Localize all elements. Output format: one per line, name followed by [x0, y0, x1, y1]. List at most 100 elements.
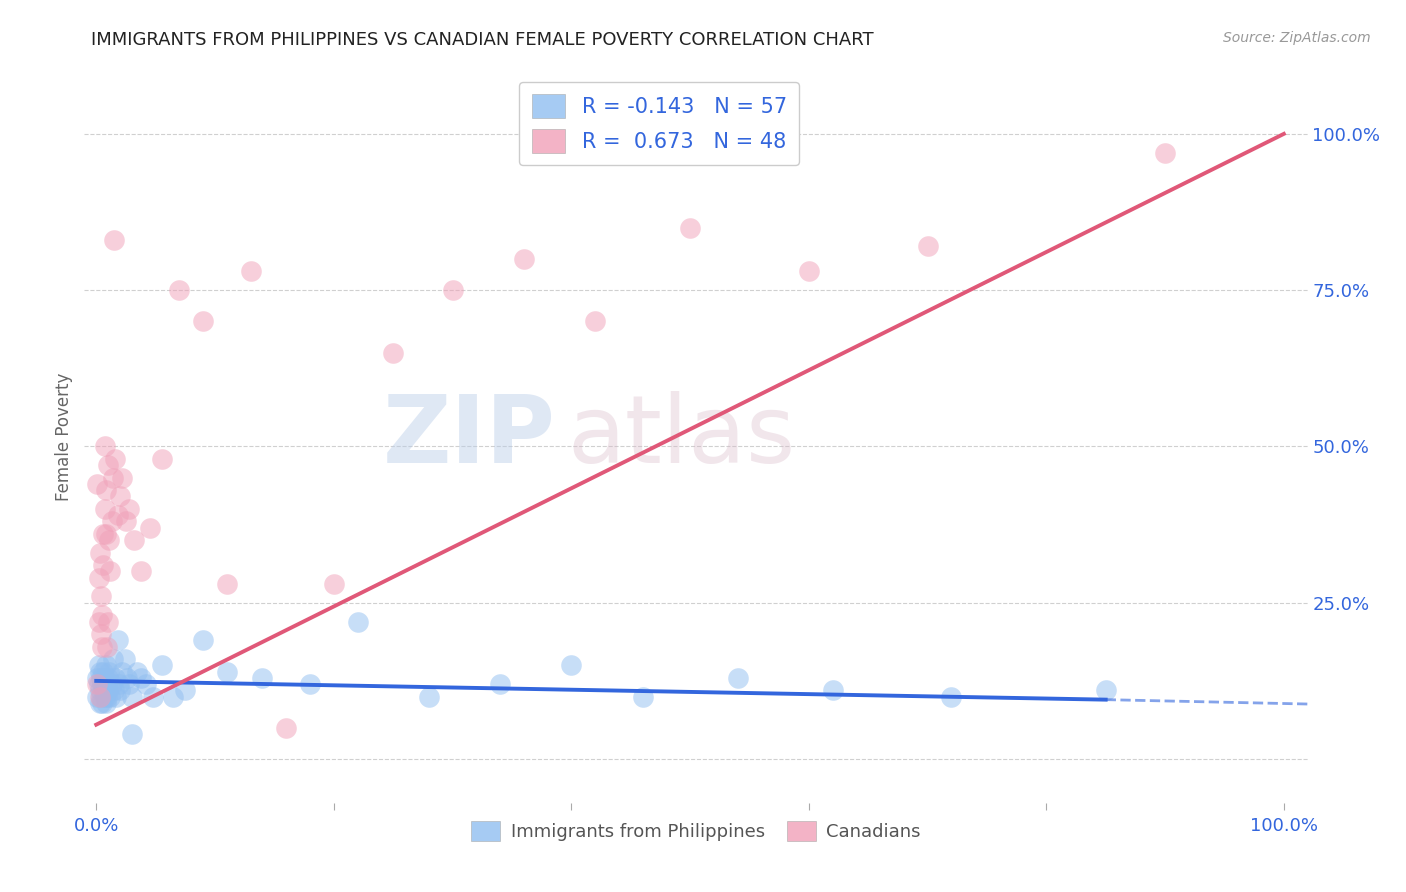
Point	[97, 458, 120, 473]
Point	[104, 452, 127, 467]
Point	[797, 264, 820, 278]
Text: ZIP: ZIP	[382, 391, 555, 483]
Point	[489, 677, 512, 691]
Point	[93, 558, 115, 573]
Point	[90, 590, 112, 604]
Point	[418, 690, 440, 704]
Point	[104, 671, 127, 685]
Point	[100, 515, 122, 529]
Point	[821, 683, 844, 698]
Point	[100, 565, 122, 579]
Legend: Immigrants from Philippines, Canadians: Immigrants from Philippines, Canadians	[464, 814, 928, 848]
Point	[96, 640, 118, 654]
Point	[94, 696, 117, 710]
Point	[90, 627, 112, 641]
Point	[1094, 683, 1116, 698]
Point	[111, 471, 134, 485]
Point	[93, 671, 115, 685]
Point	[150, 452, 173, 467]
Point	[107, 508, 129, 523]
Point	[91, 696, 114, 710]
Point	[174, 683, 197, 698]
Point	[560, 658, 582, 673]
Point	[89, 696, 111, 710]
Point	[115, 515, 138, 529]
Point	[125, 665, 148, 679]
Point	[100, 690, 122, 704]
Point	[631, 690, 654, 704]
Point	[150, 658, 173, 673]
Point	[103, 233, 125, 247]
Point	[93, 527, 115, 541]
Point	[121, 727, 143, 741]
Point	[97, 671, 120, 685]
Point	[100, 677, 122, 691]
Point	[98, 665, 121, 679]
Point	[131, 565, 153, 579]
Point	[191, 633, 214, 648]
Point	[215, 577, 238, 591]
Point	[94, 658, 117, 673]
Point	[382, 345, 405, 359]
Point	[93, 690, 115, 704]
Point	[108, 490, 131, 504]
Point	[162, 690, 184, 704]
Point	[114, 652, 136, 666]
Point	[122, 533, 145, 548]
Point	[94, 527, 117, 541]
Point	[87, 615, 110, 629]
Point	[91, 640, 114, 654]
Point	[87, 677, 110, 691]
Point	[215, 665, 238, 679]
Point	[1154, 145, 1177, 160]
Point	[86, 690, 108, 704]
Point	[94, 483, 117, 498]
Point	[138, 521, 160, 535]
Point	[322, 577, 344, 591]
Point	[131, 671, 153, 685]
Point	[93, 683, 115, 698]
Point	[111, 665, 134, 679]
Point	[108, 683, 131, 698]
Point	[191, 314, 214, 328]
Point	[101, 471, 124, 485]
Point	[513, 252, 536, 266]
Point	[89, 690, 111, 704]
Point	[90, 690, 112, 704]
Point	[239, 264, 262, 278]
Point	[89, 546, 111, 560]
Point	[86, 671, 108, 685]
Point	[298, 677, 321, 691]
Point	[441, 283, 464, 297]
Point	[142, 690, 165, 704]
Point	[93, 440, 115, 454]
Point	[105, 690, 128, 704]
Point	[121, 690, 143, 704]
Point	[135, 677, 157, 691]
Point	[87, 658, 110, 673]
Text: atlas: atlas	[568, 391, 796, 483]
Point	[86, 677, 108, 691]
Point	[252, 671, 274, 685]
Point	[583, 314, 606, 328]
Point	[118, 502, 141, 516]
Point	[276, 721, 298, 735]
Point	[97, 683, 120, 698]
Point	[941, 690, 963, 704]
Point	[96, 690, 118, 704]
Point	[169, 283, 191, 297]
Y-axis label: Female Poverty: Female Poverty	[55, 373, 73, 501]
Point	[346, 615, 368, 629]
Text: IMMIGRANTS FROM PHILIPPINES VS CANADIAN FEMALE POVERTY CORRELATION CHART: IMMIGRANTS FROM PHILIPPINES VS CANADIAN …	[91, 31, 875, 49]
Point	[727, 671, 749, 685]
Point	[93, 502, 115, 516]
Point	[89, 683, 111, 698]
Point	[91, 677, 114, 691]
Point	[917, 239, 939, 253]
Text: Source: ZipAtlas.com: Source: ZipAtlas.com	[1223, 31, 1371, 45]
Point	[107, 633, 129, 648]
Point	[103, 683, 125, 698]
Point	[93, 665, 115, 679]
Point	[107, 677, 129, 691]
Point	[101, 652, 124, 666]
